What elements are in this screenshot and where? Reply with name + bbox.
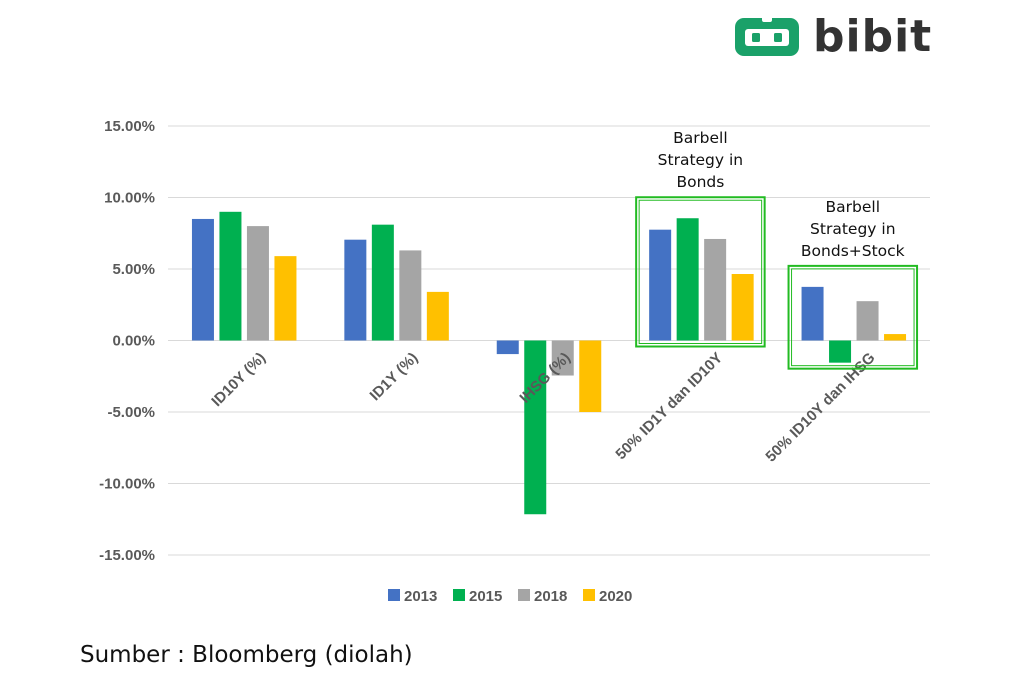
brand-name: bibit xyxy=(813,11,933,62)
legend-label-2020: 2020 xyxy=(599,588,632,605)
bar-chart: 15.00% 10.00% 5.00% 0.00% -5.00% -10.00% -15.0… xyxy=(99,118,930,605)
y-tick-label: 15.00% xyxy=(104,118,155,135)
legend: 2013 2015 2018 2020 xyxy=(388,588,632,605)
brand-logo: bibit xyxy=(733,12,932,62)
bar-2013-1 xyxy=(191,218,214,341)
annotation-text: Barbell xyxy=(826,198,881,216)
bar-2018-2 xyxy=(399,250,422,341)
y-tick-label: -10.00% xyxy=(99,476,155,493)
y-tick-label: 0.00% xyxy=(112,333,155,350)
bar-2015-5 xyxy=(829,340,852,363)
category-label: 50% ID1Y dan ID10Y xyxy=(612,349,726,463)
legend-swatch-2015 xyxy=(453,589,465,601)
bar-2018-1 xyxy=(246,226,269,341)
bibit-logo-icon xyxy=(735,14,799,56)
legend-label-2015: 2015 xyxy=(469,588,502,605)
legend-swatch-2018 xyxy=(518,589,530,601)
y-tick-label: 5.00% xyxy=(112,261,155,278)
annotation-box xyxy=(635,196,766,348)
bar-2015-3 xyxy=(524,340,547,515)
bar-2013-5 xyxy=(801,286,824,341)
y-axis-ticks: 15.00% 10.00% 5.00% 0.00% -5.00% -10.00% -15.0… xyxy=(99,118,155,564)
annotation-box-inner xyxy=(638,199,763,344)
category-label: ID10Y (%) xyxy=(208,349,269,410)
annotation-text: Strategy in xyxy=(810,220,895,238)
bar-2015-4 xyxy=(676,218,699,341)
bar-2020-1 xyxy=(274,256,297,341)
bars xyxy=(191,211,907,515)
category-label: 50% ID10Y dan IHSG xyxy=(762,349,878,465)
legend-label-2018: 2018 xyxy=(534,588,567,605)
legend-swatch-2013 xyxy=(388,589,400,601)
bar-2015-2 xyxy=(371,224,394,341)
annotation-text: Barbell xyxy=(673,129,728,147)
bar-2013-3 xyxy=(496,340,519,355)
legend-label-2013: 2013 xyxy=(404,588,437,605)
bar-2018-5 xyxy=(856,301,879,341)
y-tick-label: -15.00% xyxy=(99,547,155,564)
source-note: Sumber : Bloomberg (diolah) xyxy=(80,642,413,668)
bar-2013-2 xyxy=(344,239,367,341)
bar-2018-3 xyxy=(551,340,574,376)
annotations: Barbell Strategy in Bonds Barbell Strategy i… xyxy=(635,129,919,370)
y-tick-label: -5.00% xyxy=(107,404,155,421)
annotation-text: Bonds xyxy=(676,173,724,191)
bar-2018-4 xyxy=(704,238,727,341)
bar-2013-4 xyxy=(649,229,672,341)
annotation-box xyxy=(787,264,919,370)
bar-2020-5 xyxy=(884,334,907,341)
annotation-text: Strategy in xyxy=(658,151,743,169)
bar-2020-4 xyxy=(731,274,754,341)
annotation-text: Bonds+Stock xyxy=(801,242,905,260)
annotation-box-inner xyxy=(791,268,915,367)
y-tick-label: 10.00% xyxy=(104,190,155,207)
bar-2020-2 xyxy=(426,291,449,341)
bar-2020-3 xyxy=(579,340,602,412)
category-label: ID1Y (%) xyxy=(367,349,422,404)
legend-swatch-2020 xyxy=(583,589,595,601)
bar-2015-1 xyxy=(219,211,242,341)
